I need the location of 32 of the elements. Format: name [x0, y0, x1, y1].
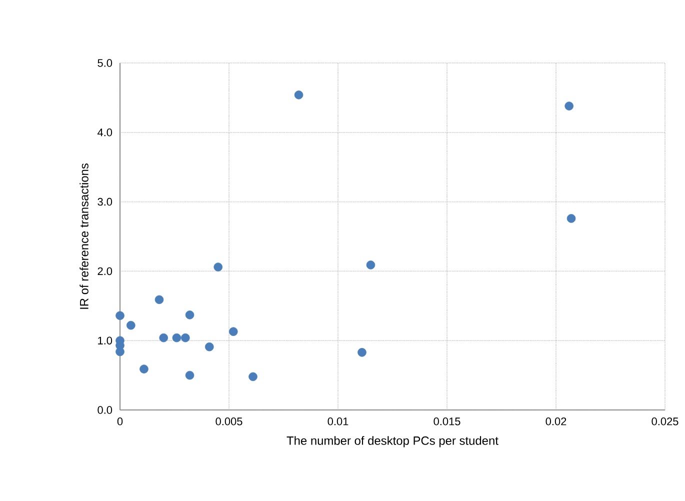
y-tick-label: 5.0 [98, 59, 112, 67]
x-tick-label: 0.015 [434, 418, 460, 426]
point [566, 214, 576, 223]
point [204, 342, 214, 352]
y-tick-label: 4.0 [98, 128, 112, 136]
point [185, 370, 194, 380]
y-tick-label: 1.0 [98, 336, 112, 344]
x-tick-label: 0.01 [328, 418, 348, 426]
point [564, 102, 574, 110]
point [358, 348, 366, 357]
x-axis-title: The number of desktop PCs per student [286, 436, 498, 448]
point [159, 333, 168, 342]
point [154, 295, 164, 304]
point [140, 364, 148, 374]
x-tick-label: 0.02 [546, 418, 566, 426]
point [185, 310, 194, 320]
x-tick-label: 0.025 [652, 418, 678, 426]
y-axis-title: IR of reference transactions [80, 164, 88, 309]
y-tick-label: 0.0 [98, 406, 112, 414]
point [126, 320, 136, 330]
point [294, 90, 304, 100]
y-tick-label: 3.0 [98, 198, 112, 206]
point [228, 327, 238, 336]
x-tick-label: 0.005 [216, 418, 242, 426]
point [366, 260, 376, 270]
point [181, 333, 190, 342]
point [214, 262, 223, 272]
point [172, 333, 182, 342]
point [116, 311, 124, 320]
x-tick-label: 0 [117, 418, 123, 426]
point [248, 372, 258, 382]
y-tick-label: 2.0 [98, 267, 112, 276]
